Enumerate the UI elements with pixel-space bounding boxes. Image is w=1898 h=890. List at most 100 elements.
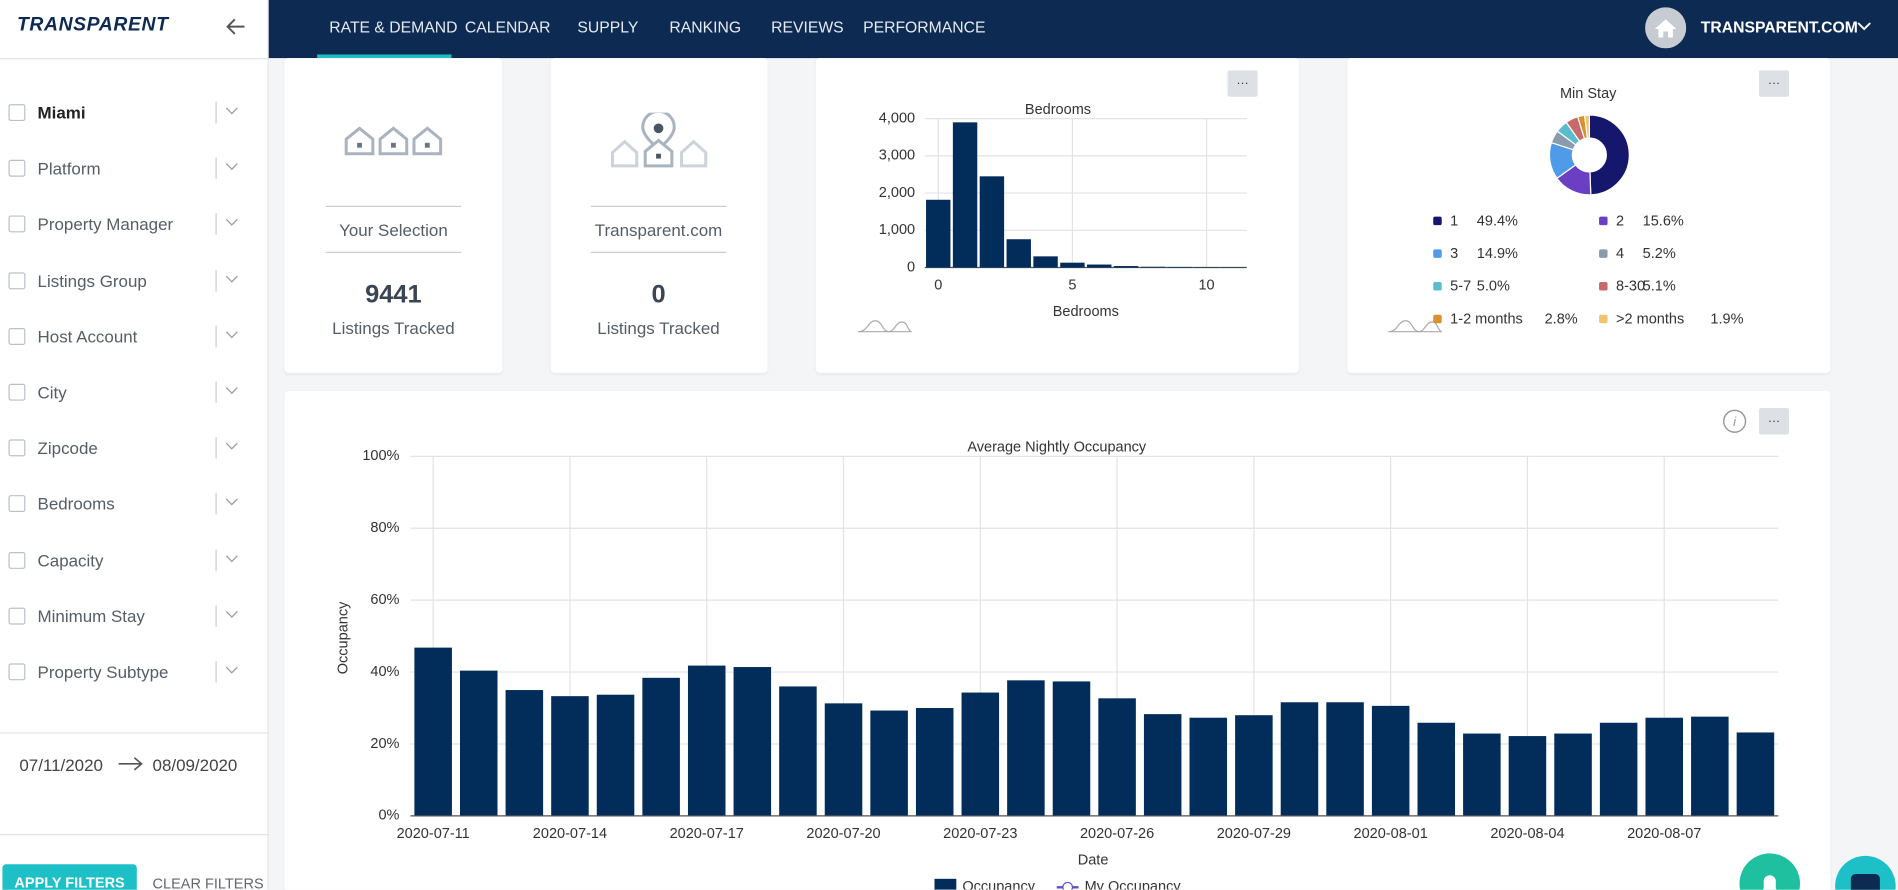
filter-divider: [215, 213, 217, 236]
x-tick-label: 2020-07-14: [533, 826, 607, 842]
x-tick-label: 2020-08-07: [1627, 826, 1701, 842]
filter-label[interactable]: Minimum Stay: [37, 606, 145, 626]
bar: [1417, 722, 1456, 816]
bar: [1326, 702, 1364, 816]
filter-label[interactable]: Zipcode: [37, 438, 98, 458]
bar: [915, 708, 954, 816]
filter-divider: [215, 660, 217, 683]
menu-button[interactable]: ···: [1758, 407, 1790, 435]
apply-filters-button[interactable]: APPLY FILTERS: [2, 864, 137, 890]
filter-icon: [8, 383, 26, 401]
bar: [1087, 264, 1112, 268]
notification-button[interactable]: [1739, 851, 1801, 890]
bar: [733, 667, 772, 816]
x-tick-label: 2020-08-01: [1354, 826, 1428, 842]
y-tick-label: 40%: [370, 664, 399, 680]
x-tick-label: 2020-07-11: [397, 826, 470, 842]
nav-tab[interactable]: PERFORMANCE: [863, 18, 986, 37]
bar: [1463, 733, 1501, 816]
legend-value: 5.1%: [1643, 279, 1676, 295]
legend-swatch: [1599, 216, 1608, 226]
legend-swatch: [1599, 314, 1608, 324]
filter-icon: [8, 271, 26, 289]
svg-text:i: i: [1733, 414, 1737, 429]
filter-label[interactable]: Platform: [37, 158, 101, 179]
bar: [1113, 266, 1139, 268]
legend-label: Occupancy: [962, 879, 1035, 890]
bar: [1006, 239, 1031, 268]
nav-tab[interactable]: RATE & DEMAND: [329, 18, 458, 37]
x-tick-label: 2020-08-04: [1490, 826, 1564, 842]
legend-value: 14.9%: [1477, 246, 1518, 262]
y-tick-label: 4,000: [879, 110, 915, 126]
card-rule: [325, 205, 462, 207]
y-tick-label: 2,000: [879, 185, 915, 201]
nav-tab[interactable]: REVIEWS: [771, 18, 844, 37]
bar: [1052, 681, 1091, 816]
filter-label[interactable]: Property Subtype: [37, 662, 169, 682]
bar: [1007, 680, 1045, 816]
account-name[interactable]: TRANSPARENT.COM: [1700, 18, 1858, 37]
sidebar: [0, 0, 269, 890]
legend-label: 1: [1450, 213, 1458, 229]
chat-button[interactable]: [1833, 853, 1898, 890]
filter-label[interactable]: Property Manager: [37, 214, 174, 235]
card-rule: [590, 205, 727, 207]
divider: [0, 834, 268, 836]
date-to[interactable]: 08/09/2020: [152, 755, 238, 775]
bar: [1691, 716, 1729, 816]
bar: [1033, 256, 1058, 268]
bar: [1235, 715, 1273, 816]
filter-label[interactable]: Capacity: [37, 550, 104, 570]
legend-label: 8-30: [1616, 279, 1645, 295]
chevron[interactable]: [1857, 21, 1872, 33]
filter-label[interactable]: City: [37, 382, 67, 402]
legend-label: My Occupancy: [1085, 879, 1182, 890]
legend-value: 5.2%: [1643, 246, 1676, 262]
x-axis-label: Date: [1078, 852, 1109, 868]
legend-value: 1.9%: [1710, 311, 1743, 327]
bar: [779, 686, 817, 816]
bar: [642, 677, 680, 816]
account-avatar[interactable]: [1645, 7, 1687, 49]
filter-icon: [8, 327, 26, 345]
info-button[interactable]: i: [1721, 408, 1748, 435]
bar: [687, 665, 726, 816]
bar: [979, 176, 1005, 268]
bar: [1736, 732, 1775, 816]
nav-tab[interactable]: CALENDAR: [464, 18, 551, 37]
legend-swatch: [1599, 249, 1608, 258]
filter-label[interactable]: Miami: [37, 102, 86, 123]
nav-tab[interactable]: RANKING: [669, 18, 742, 37]
bar: [1143, 714, 1182, 816]
bar: [961, 692, 1000, 816]
bar: [1189, 717, 1228, 816]
bar: [1371, 705, 1410, 816]
card: [815, 58, 1299, 373]
menu-button[interactable]: ···: [1227, 70, 1258, 97]
y-tick-label: 20%: [370, 736, 399, 752]
filter-icon: [8, 215, 26, 233]
bar: [551, 696, 589, 816]
filter-label[interactable]: Bedrooms: [37, 494, 115, 514]
pie-slice: [1588, 114, 1630, 196]
bar: [926, 199, 951, 268]
bar: [1060, 262, 1085, 268]
x-tick-label: 10: [1198, 278, 1214, 294]
collapse-button[interactable]: [225, 17, 247, 36]
filter-label[interactable]: Host Account: [37, 326, 138, 346]
filter-label[interactable]: Listings Group: [37, 270, 147, 291]
filter-icon: [8, 104, 26, 122]
clear-filters-button[interactable]: CLEAR FILTERS: [152, 875, 264, 890]
top-nav: [268, 0, 1898, 59]
nav-tab[interactable]: SUPPLY: [577, 18, 639, 37]
date-from[interactable]: 07/11/2020: [19, 755, 103, 775]
menu-button[interactable]: ···: [1758, 70, 1790, 97]
x-axis-label: Bedrooms: [1053, 304, 1119, 320]
chart-title: Average Nightly Occupancy: [967, 440, 1147, 456]
filter-divider: [215, 325, 217, 348]
legend-swatch: [1433, 314, 1442, 324]
legend-value: 2.8%: [1545, 311, 1578, 327]
